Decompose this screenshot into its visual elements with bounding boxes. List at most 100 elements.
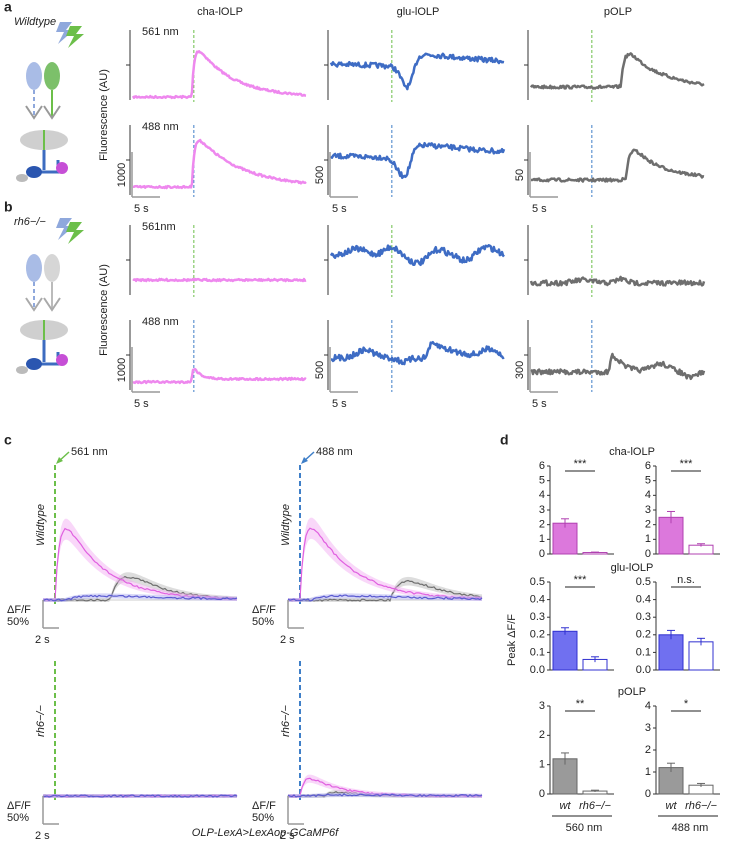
- significance-label: *: [684, 698, 689, 710]
- schematic-rh6: [16, 218, 84, 374]
- scale-bar-label: ΔF/F: [252, 800, 276, 812]
- trace: [131, 50, 307, 100]
- panel-label: d: [500, 432, 509, 448]
- y-tick-label: 3: [645, 722, 651, 734]
- trace: [530, 148, 705, 183]
- bar: [688, 641, 714, 671]
- x-axis-title: 560 nm: [566, 822, 603, 834]
- genotype-label: rh6−/−: [14, 216, 46, 228]
- trace: [329, 52, 505, 91]
- group-title: glu-lOLP: [611, 562, 654, 574]
- y-axis-label: Peak ΔF/F: [506, 614, 518, 666]
- row-label: 561 nm: [142, 26, 179, 38]
- y-tick-label: 0.5: [636, 576, 651, 588]
- panel-label: a: [4, 0, 12, 15]
- y-tick-label: 2: [645, 744, 651, 756]
- scale-bar-label: ΔF/F: [7, 604, 31, 616]
- trace-band: [288, 792, 482, 798]
- bar: [658, 516, 684, 555]
- y-tick-label: 0: [645, 548, 651, 560]
- scale-bar-label: 300: [514, 361, 526, 379]
- scale-bar-label: 1000: [116, 163, 128, 187]
- scale-bar-value: 50%: [252, 812, 274, 824]
- column-title: pOLP: [604, 6, 632, 18]
- y-tick-label: 0.4: [530, 594, 545, 606]
- y-tick-label: 0.3: [530, 611, 545, 623]
- y-axis-label: Fluorescence (AU): [98, 69, 110, 161]
- genotype-label: rh6−/−: [35, 705, 47, 737]
- trace: [529, 52, 705, 90]
- time-bar-label: 5 s: [332, 203, 347, 215]
- x-axis-title: 488 nm: [672, 822, 709, 834]
- scale-bar-value: 50%: [252, 616, 274, 628]
- genotype-label: Wildtype: [14, 16, 56, 28]
- trace: [530, 352, 706, 381]
- y-tick-label: 3: [645, 504, 651, 516]
- trace: [287, 594, 483, 602]
- y-tick-label: 4: [645, 700, 651, 712]
- time-bar-label: 5 s: [134, 203, 149, 215]
- y-tick-label: 4: [645, 489, 651, 501]
- y-tick-label: 2: [645, 519, 651, 531]
- y-tick-label: 0: [645, 788, 651, 800]
- scale-bar-value: 50%: [7, 812, 29, 824]
- scale-bar-label: ΔF/F: [7, 800, 31, 812]
- column-title: cha-lOLP: [197, 6, 243, 18]
- trace: [329, 244, 505, 267]
- row-label: 488 nm: [142, 316, 179, 328]
- trace: [287, 793, 483, 798]
- scale-bar-label: 500: [314, 166, 326, 184]
- arrow-head: [56, 457, 63, 464]
- genotype-label: Wildtype: [280, 504, 292, 546]
- y-tick-label: 2: [539, 729, 545, 741]
- trace: [132, 138, 307, 190]
- caption: OLP-LexA>LexAop-GCaMP6f: [192, 827, 339, 839]
- y-tick-label: 4: [539, 489, 545, 501]
- stimulus-label: 488 nm: [316, 446, 353, 458]
- y-tick-label: 0: [539, 548, 545, 560]
- y-tick-label: 0.1: [636, 646, 651, 658]
- significance-label: ***: [680, 458, 694, 470]
- panel-label: c: [4, 432, 12, 448]
- significance-label: ***: [574, 458, 588, 470]
- time-bar-label: 5 s: [532, 398, 547, 410]
- time-bar-label: 2 s: [35, 634, 50, 646]
- genotype-label: Wildtype: [35, 504, 47, 546]
- y-tick-label: 0.5: [530, 576, 545, 588]
- genotype-label: rh6−/−: [280, 705, 292, 737]
- y-tick-label: 3: [539, 700, 545, 712]
- group-title: pOLP: [618, 686, 646, 698]
- trace: [132, 367, 307, 385]
- x-tick-label: wt: [666, 800, 678, 812]
- y-tick-label: 0: [539, 788, 545, 800]
- y-tick-label: 0.1: [530, 646, 545, 658]
- bar: [552, 522, 578, 555]
- trace: [42, 794, 238, 798]
- y-tick-label: 0.4: [636, 594, 651, 606]
- significance-label: n.s.: [677, 574, 695, 586]
- scale-bar-value: 50%: [7, 616, 29, 628]
- scale-bar-label: ΔF/F: [252, 604, 276, 616]
- y-tick-label: 0.0: [636, 664, 651, 676]
- schematic-wildtype: [16, 22, 84, 182]
- trace: [330, 340, 505, 366]
- bar: [552, 630, 578, 671]
- y-tick-label: 1: [645, 766, 651, 778]
- y-tick-label: 1: [539, 533, 545, 545]
- significance-label: ***: [574, 574, 588, 586]
- bar: [658, 634, 684, 671]
- scale-bar-label: 500: [314, 361, 326, 379]
- y-tick-label: 1: [539, 759, 545, 771]
- trace: [42, 594, 238, 602]
- trace: [329, 141, 506, 180]
- scale-bar-label: 1000: [116, 358, 128, 382]
- row-label: 561nm: [142, 221, 176, 233]
- y-axis-label: Fluorescence (AU): [98, 264, 110, 356]
- time-bar-label: 5 s: [134, 398, 149, 410]
- y-tick-label: 5: [645, 475, 651, 487]
- y-tick-label: 5: [539, 475, 545, 487]
- x-tick-label: rh6−/−: [685, 800, 717, 812]
- x-tick-label: rh6−/−: [579, 800, 611, 812]
- y-tick-label: 3: [539, 504, 545, 516]
